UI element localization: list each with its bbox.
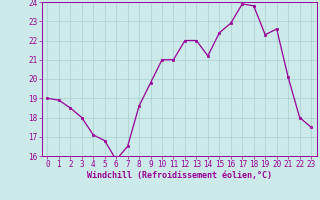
X-axis label: Windchill (Refroidissement éolien,°C): Windchill (Refroidissement éolien,°C): [87, 171, 272, 180]
